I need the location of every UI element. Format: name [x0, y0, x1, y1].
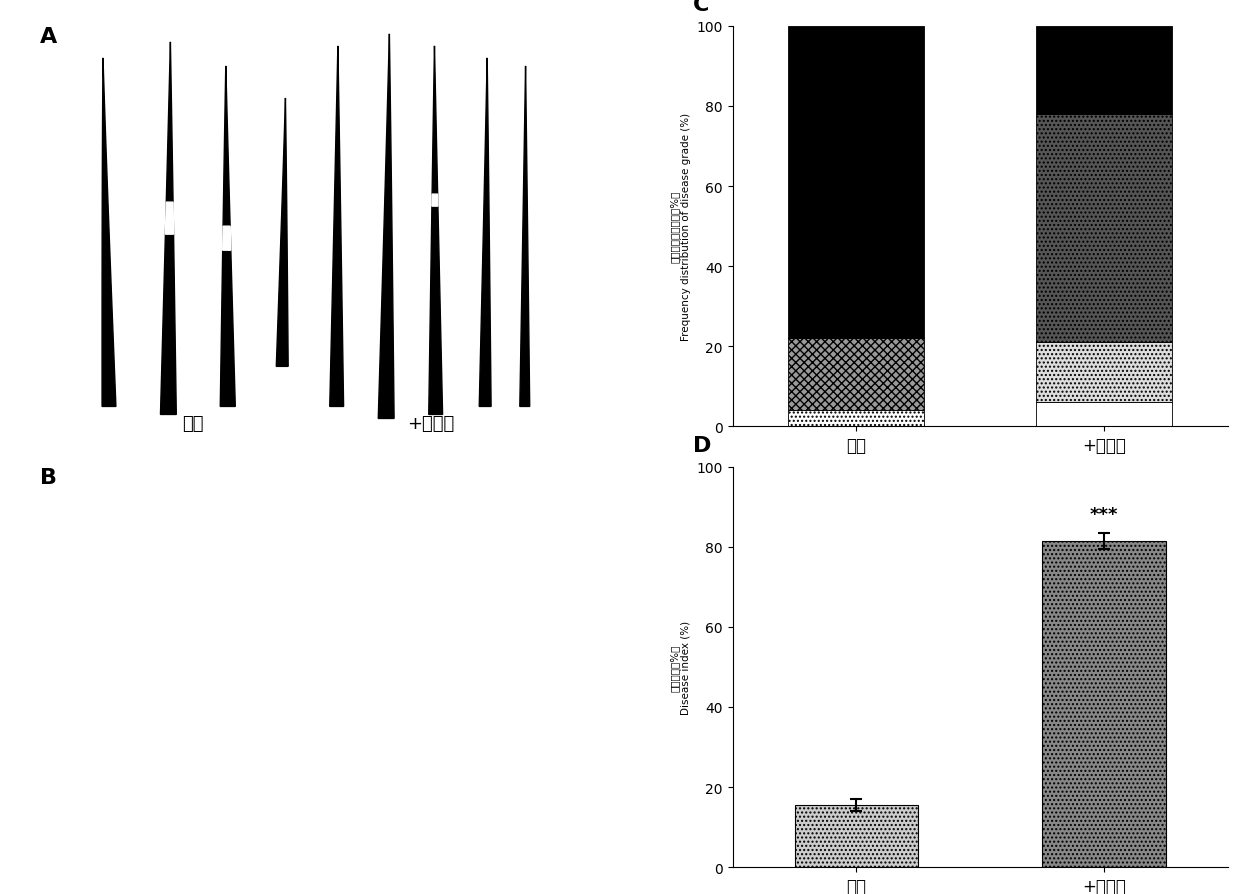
Polygon shape	[160, 43, 176, 415]
Text: C: C	[693, 0, 709, 15]
Polygon shape	[520, 67, 529, 407]
Bar	[1035, 403, 1172, 427]
Text: B: B	[40, 467, 57, 487]
Text: ***: ***	[1090, 505, 1118, 523]
Bar	[1035, 27, 1172, 114]
Bar	[795, 805, 919, 867]
Bar	[1035, 343, 1172, 403]
Bar	[789, 339, 925, 411]
Polygon shape	[322, 803, 391, 843]
Polygon shape	[221, 67, 236, 407]
Text: +稻瓶毒: +稻瓶毒	[372, 841, 419, 859]
Text: D: D	[693, 435, 712, 455]
Text: 对照: 对照	[182, 415, 203, 433]
Polygon shape	[429, 46, 443, 415]
Polygon shape	[165, 203, 174, 235]
Polygon shape	[401, 803, 470, 843]
Bar	[789, 411, 925, 427]
Text: +稻瓶霖: +稻瓶霖	[407, 415, 454, 433]
Polygon shape	[223, 227, 231, 251]
Bar	[1042, 541, 1166, 867]
Polygon shape	[432, 195, 438, 207]
Bar	[789, 27, 925, 339]
Polygon shape	[193, 803, 263, 843]
Polygon shape	[119, 803, 198, 843]
Polygon shape	[102, 59, 115, 407]
Polygon shape	[378, 35, 394, 419]
Polygon shape	[330, 46, 343, 407]
Polygon shape	[479, 59, 491, 407]
Bar	[1035, 114, 1172, 343]
Text: A: A	[40, 27, 57, 46]
Polygon shape	[277, 99, 288, 367]
Y-axis label: 病级指数频率分布（%）
Frequency distribution of disease grade (%): 病级指数频率分布（%） Frequency distribution of di…	[670, 113, 691, 341]
Text: 对照: 对照	[182, 841, 203, 859]
Y-axis label: 病情指数（%）
Disease index (%): 病情指数（%） Disease index (%)	[670, 620, 691, 714]
